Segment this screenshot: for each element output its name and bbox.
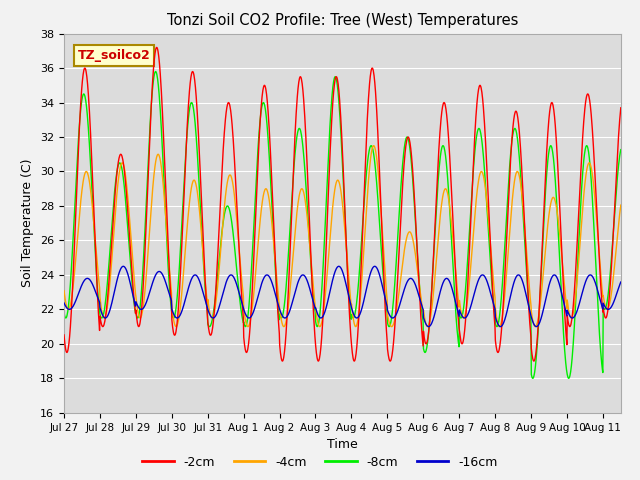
Y-axis label: Soil Temperature (C): Soil Temperature (C) <box>22 159 35 288</box>
Legend: -2cm, -4cm, -8cm, -16cm: -2cm, -4cm, -8cm, -16cm <box>138 451 502 474</box>
Title: Tonzi Soil CO2 Profile: Tree (West) Temperatures: Tonzi Soil CO2 Profile: Tree (West) Temp… <box>166 13 518 28</box>
X-axis label: Time: Time <box>327 438 358 451</box>
Text: TZ_soilco2: TZ_soilco2 <box>78 49 150 62</box>
